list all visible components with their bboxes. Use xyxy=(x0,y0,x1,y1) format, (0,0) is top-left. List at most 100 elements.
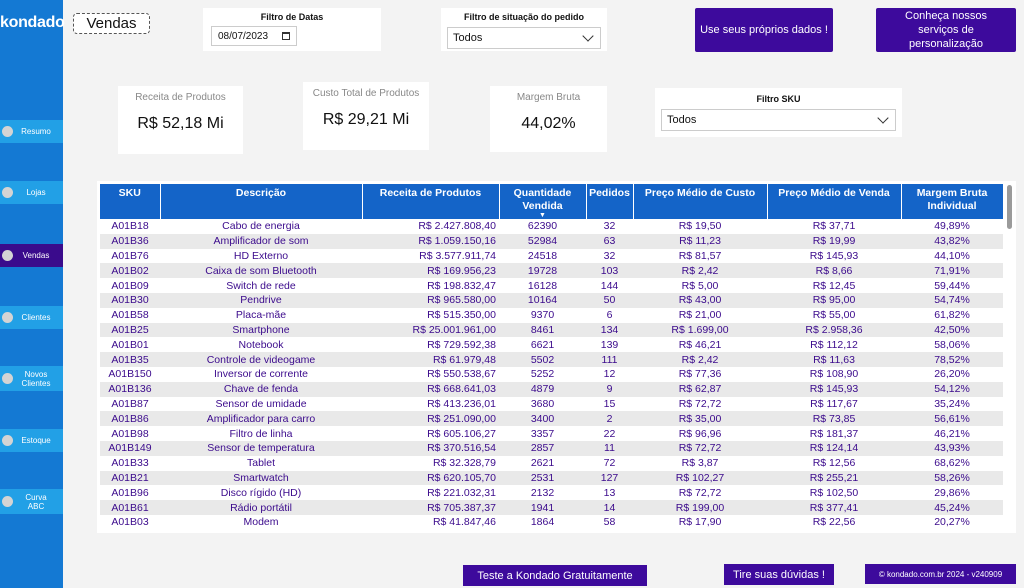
questions-button[interactable]: Tire suas dúvidas ! xyxy=(724,564,834,585)
sidebar-item-curva-abc[interactable]: Curva ABC xyxy=(0,489,63,514)
table-cell: R$ 19,99 xyxy=(767,233,901,249)
table-cell: R$ 22,56 xyxy=(812,516,856,529)
table-row[interactable]: A01B76 HD Externo R$ 3.577.911,74 24518 32 R$… xyxy=(100,249,1003,264)
col-header-receita[interactable]: Receita de Produtos xyxy=(362,184,500,219)
table-row[interactable]: A01B35 Controle de videogame R$ 61.979,48 5… xyxy=(100,352,1003,367)
table-row[interactable]: A01B150 Inversor de corrente R$ 550.538,67… xyxy=(100,367,1003,382)
table-cell: 58,26% xyxy=(901,470,1003,486)
table-cell: Controle de videogame xyxy=(160,352,362,367)
col-header-preco-venda[interactable]: Preço Médio de Venda xyxy=(767,184,902,219)
radio-dot-icon xyxy=(2,373,13,384)
services-button[interactable]: Conheça nossos serviços de personalizaçã… xyxy=(876,8,1016,52)
table-row[interactable]: A01B87 Sensor de umidade R$ 413.236,01 3680… xyxy=(100,397,1003,412)
table-row[interactable]: A01B96 Disco rígido (HD) R$ 221.032,31 2132… xyxy=(100,485,1003,500)
table-row[interactable]: A01B03 Modem R$ 41.847,46 1864 58 R$ 17,90 R$ … xyxy=(100,515,1003,530)
col-header-sku[interactable]: SKU xyxy=(100,184,161,219)
date-input[interactable]: 08/07/2023 xyxy=(211,26,297,46)
table-cell: 72 xyxy=(603,457,616,470)
table-cell: R$ 108,90 xyxy=(809,368,859,381)
sidebar-item-label: Novos Clientes xyxy=(21,369,51,388)
sales-table: SKU Descrição Receita de Produtos Quanti… xyxy=(100,184,1004,530)
table-row[interactable]: A01B25 Smartphone R$ 25.001.961,00 8461 134 R… xyxy=(100,322,1003,338)
sidebar-item-vendas[interactable]: Vendas xyxy=(0,244,63,267)
table-cell: 3680 xyxy=(530,397,555,410)
col-header-descricao[interactable]: Descrição xyxy=(160,184,363,219)
table-cell: Smartphone xyxy=(160,322,362,338)
table-cell: 58,06% xyxy=(934,338,970,351)
table-cell: 144 xyxy=(600,279,619,292)
sku-select[interactable]: Todos xyxy=(661,109,896,131)
table-cell: 58 xyxy=(603,516,616,529)
sidebar-item-estoque[interactable]: Estoque xyxy=(0,429,63,452)
col-header-pedidos[interactable]: Pedidos xyxy=(586,184,634,219)
table-cell: Sensor de temperatura xyxy=(160,440,362,456)
table-row[interactable]: A01B30 Pendrive R$ 965.580,00 10164 50 R$ 43,… xyxy=(100,292,1003,308)
table-cell: 14 xyxy=(586,500,633,515)
table-row[interactable]: A01B01 Notebook R$ 729.592,38 6621 139 R$ 46,… xyxy=(100,337,1003,352)
own-data-button[interactable]: Use seus próprios dados ! xyxy=(695,8,833,52)
calendar-icon[interactable] xyxy=(282,32,290,40)
table-cell: 2857 xyxy=(499,440,586,456)
table-row[interactable]: A01B02 Caixa de som Bluetooth R$ 169.956,2… xyxy=(100,263,1003,279)
table-cell: A01B02 xyxy=(100,263,160,279)
col-header-quantidade[interactable]: Quantidade Vendida ▼ xyxy=(499,184,587,219)
kpi-revenue-value: R$ 52,18 Mi xyxy=(137,115,224,132)
table-scrollbar[interactable] xyxy=(1007,185,1012,229)
table-cell: R$ 2,42 xyxy=(633,352,767,367)
copyright-text: © kondado.com.br 2024 - v240909 xyxy=(865,564,1016,584)
table-cell: A01B150 xyxy=(108,368,152,381)
table-row[interactable]: A01B21 Smartwatch R$ 620.105,70 2531 127 R$ 1… xyxy=(100,470,1003,486)
table-cell: 3400 xyxy=(499,411,586,427)
table-cell: 68,62% xyxy=(934,457,970,470)
table-cell: Modem xyxy=(243,516,279,529)
table-cell: 32 xyxy=(603,249,616,262)
date-filter-title: Filtro de Datas xyxy=(260,12,324,22)
table-cell: 24518 xyxy=(527,249,558,262)
table-cell: 62390 xyxy=(527,220,558,233)
col-header-preco-custo[interactable]: Preço Médio de Custo xyxy=(633,184,768,219)
sidebar: kondado Resumo Lojas Vendas Clientes Nov… xyxy=(0,0,65,588)
free-trial-button[interactable]: Teste a Kondado Gratuitamente xyxy=(463,565,647,586)
table-cell: R$ 43,00 xyxy=(633,292,767,308)
table-cell: R$ 729.592,38 xyxy=(427,338,496,351)
table-row[interactable]: A01B18 Cabo de energia R$ 2.427.808,40 6239… xyxy=(100,219,1003,234)
table-cell: 29,86% xyxy=(934,486,970,499)
sidebar-item-clientes[interactable]: Clientes xyxy=(0,306,63,329)
sales-table-card: SKU Descrição Receita de Produtos Quanti… xyxy=(97,181,1016,533)
table-cell: 54,74% xyxy=(901,292,1003,308)
sort-desc-icon: ▼ xyxy=(539,212,546,219)
sidebar-item-resumo[interactable]: Resumo xyxy=(0,120,63,143)
col-header-margem[interactable]: Margem Bruta Individual xyxy=(901,184,1004,219)
table-cell: A01B03 xyxy=(111,516,149,529)
table-row[interactable]: A01B149 Sensor de temperatura R$ 370.516,5… xyxy=(100,440,1003,456)
table-row[interactable]: A01B09 Switch de rede R$ 198.832,47 16128 14… xyxy=(100,278,1003,293)
table-cell: Caixa de som Bluetooth xyxy=(160,263,362,279)
sidebar-item-novos-clientes[interactable]: Novos Clientes xyxy=(0,366,63,391)
table-row[interactable]: A01B33 Tablet R$ 32.328,79 2621 72 R$ 3,87 R$ … xyxy=(100,456,1003,471)
table-row[interactable]: A01B61 Rádio portátil R$ 705.387,37 1941 14 R… xyxy=(100,500,1003,515)
table-cell: 3357 xyxy=(530,427,555,440)
table-row[interactable]: A01B98 Filtro de linha R$ 605.106,27 3357 22… xyxy=(100,426,1003,441)
table-row[interactable]: A01B36 Amplificador de som R$ 1.059.150,16… xyxy=(100,233,1003,249)
table-cell: 5252 xyxy=(530,368,555,381)
table-cell: 19728 xyxy=(499,263,586,279)
table-cell: A01B96 xyxy=(111,486,149,499)
status-select[interactable]: Todos xyxy=(447,27,601,49)
table-cell: R$ 705.387,37 xyxy=(362,500,499,515)
table-cell: 43,82% xyxy=(901,233,1003,249)
table-cell: R$ 95,00 xyxy=(767,292,901,308)
table-row[interactable]: A01B136 Chave de fenda R$ 668.641,03 4879 9 R… xyxy=(100,381,1003,397)
table-cell: Smartwatch xyxy=(160,470,362,486)
table-row[interactable]: A01B86 Amplificador para carro R$ 251.090,… xyxy=(100,411,1003,427)
table-cell: A01B87 xyxy=(111,397,149,410)
table-cell: R$ 11,63 xyxy=(767,352,901,367)
table-header-row: SKU Descrição Receita de Produtos Quanti… xyxy=(100,184,1004,219)
table-cell: 103 xyxy=(586,263,633,279)
table-cell: 8461 xyxy=(499,322,586,338)
table-cell: R$ 668.641,03 xyxy=(362,381,499,397)
sidebar-item-lojas[interactable]: Lojas xyxy=(0,181,63,204)
table-row[interactable]: A01B58 Placa-mãe R$ 515.350,00 9370 6 R$ 21,0… xyxy=(100,308,1003,323)
table-cell: R$ 2.427.808,40 xyxy=(418,220,496,233)
table-cell: 127 xyxy=(586,470,633,486)
table-cell: R$ 55,00 xyxy=(812,309,856,322)
